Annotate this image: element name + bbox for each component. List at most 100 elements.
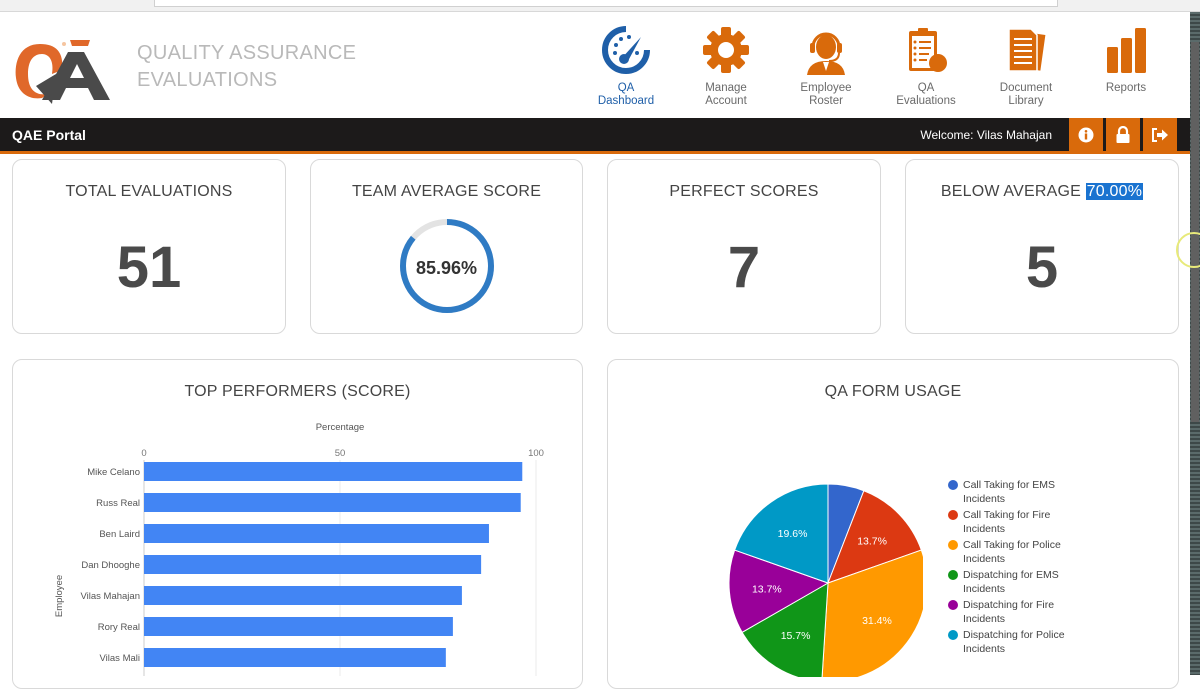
below-average-threshold[interactable]: 70.00% xyxy=(1085,183,1144,200)
nav-qa-evaluations[interactable]: QA Evaluations xyxy=(876,22,976,108)
card-title: TEAM AVERAGE SCORE xyxy=(351,183,542,200)
qa-form-usage-card: QA FORM USAGE 13.7% 31.4% 15.7% 13.7% 19.6% … xyxy=(607,359,1179,689)
pie-slice xyxy=(827,490,922,584)
pie-slice-label: 13.7% xyxy=(752,584,782,596)
nav-reports[interactable]: Reports xyxy=(1076,22,1176,108)
brand-line-2: EVALUATIONS xyxy=(137,69,278,91)
page-scrollbar[interactable] xyxy=(1190,12,1200,675)
stat-value: 51 xyxy=(116,235,182,300)
nav-employee-roster[interactable]: Employee Roster xyxy=(776,22,876,108)
app-header: QUALITY ASSURANCE EVALUATIONS QA Dashboar… xyxy=(0,12,1190,118)
pie-slice xyxy=(728,549,830,634)
nav-label: Manage xyxy=(705,82,747,94)
legend-item[interactable]: Dispatching for Police Incidents xyxy=(948,628,1073,656)
bar xyxy=(144,586,462,605)
y-tick-label: Russ Real xyxy=(96,498,140,509)
bar xyxy=(144,648,446,667)
team-average-score-card: TEAM AVERAGE SCORE 85.96% xyxy=(310,159,583,334)
legend-dot-icon xyxy=(948,480,958,490)
card-title: TOTAL EVALUATIONS xyxy=(65,183,233,200)
legend-dot-icon xyxy=(948,570,958,580)
card-title: QA FORM USAGE xyxy=(824,383,962,400)
nav-manage-account[interactable]: Manage Account xyxy=(676,22,776,108)
nav-label: Library xyxy=(1008,95,1044,107)
bar xyxy=(144,462,523,481)
card-title: BELOW AVERAGE 70.00% xyxy=(906,183,1178,201)
y-tick-label: Vilas Mali xyxy=(100,653,140,664)
legend-label: Dispatching for Fire Incidents xyxy=(963,599,1055,625)
legend-dot-icon xyxy=(948,510,958,520)
legend-label: Call Taking for Police Incidents xyxy=(963,539,1061,565)
bar xyxy=(144,555,482,574)
legend-item[interactable]: Call Taking for Police Incidents xyxy=(948,538,1073,566)
bar xyxy=(144,524,489,543)
mouse-cursor-highlight xyxy=(1176,232,1200,268)
stat-value: 5 xyxy=(1025,235,1059,300)
logout-button[interactable] xyxy=(1143,118,1177,151)
logout-icon xyxy=(1152,127,1168,142)
headset-agent-icon xyxy=(798,22,854,78)
stat-value: 7 xyxy=(727,235,761,300)
brand-line-1: QUALITY ASSURANCE xyxy=(137,42,357,64)
bar xyxy=(144,493,521,512)
nav-qa-dashboard[interactable]: QA Dashboard xyxy=(576,22,676,108)
legend-item[interactable]: Call Taking for EMS Incidents xyxy=(948,478,1073,506)
info-button[interactable] xyxy=(1069,118,1103,151)
nav-label: Roster xyxy=(809,95,843,107)
pie-slice-label: 19.6% xyxy=(778,528,808,540)
legend-item[interactable]: Call Taking for Fire Incidents xyxy=(948,508,1073,536)
x-tick-label: 0 xyxy=(141,448,146,459)
pie-slice xyxy=(741,582,829,677)
score-donut-chart xyxy=(400,219,494,313)
y-tick-label: Ben Laird xyxy=(99,529,140,540)
x-tick-label: 50 xyxy=(335,448,346,459)
pie-slice xyxy=(734,483,829,584)
brand-title: QUALITY ASSURANCE EVALUATIONS xyxy=(137,40,356,94)
legend-label: Call Taking for EMS Incidents xyxy=(963,479,1056,505)
browser-chrome-strip xyxy=(0,0,1200,12)
nav-label: Employee xyxy=(800,82,852,94)
legend-label: Dispatching for Police Incidents xyxy=(963,629,1065,655)
y-axis-title: Employee xyxy=(54,575,65,617)
nav-document-library[interactable]: Document Library xyxy=(976,22,1076,108)
legend-label: Dispatching for EMS Incidents xyxy=(963,569,1059,595)
pie-slice-label: 13.7% xyxy=(857,535,887,547)
legend-dot-icon xyxy=(948,630,958,640)
bar xyxy=(144,617,453,636)
portal-topbar: QAE Portal Welcome: Vilas Mahajan xyxy=(0,118,1190,154)
card-title: TOP PERFORMERS (SCORE) xyxy=(184,383,411,400)
documents-icon xyxy=(998,22,1054,78)
welcome-user: Welcome: Vilas Mahajan xyxy=(920,128,1052,142)
x-tick-label: 100 xyxy=(528,448,544,459)
legend-dot-icon xyxy=(948,540,958,550)
legend-item[interactable]: Dispatching for Fire Incidents xyxy=(948,598,1073,626)
pie-slice-label: 15.7% xyxy=(781,630,811,642)
total-evaluations-card: TOTAL EVALUATIONS 51 xyxy=(12,159,286,334)
nav-label: Reports xyxy=(1105,82,1147,94)
qa-logo[interactable] xyxy=(12,34,126,110)
x-axis-title: Percentage xyxy=(316,422,365,433)
clipboard-checklist-icon xyxy=(898,22,954,78)
y-tick-label: Dan Dhooghe xyxy=(81,560,140,571)
nav-label: QA xyxy=(917,82,935,94)
qa-form-usage-pie-chart: 13.7% 31.4% 15.7% 13.7% 19.6% xyxy=(728,483,923,677)
y-tick-label: Rory Real xyxy=(98,622,140,633)
nav-label: Dashboard xyxy=(597,95,655,107)
legend-item[interactable]: Dispatching for EMS Incidents xyxy=(948,568,1073,596)
speedometer-icon xyxy=(598,22,654,78)
nav-label: Document xyxy=(999,82,1053,94)
card-title-text: BELOW AVERAGE xyxy=(940,183,1081,200)
address-bar[interactable] xyxy=(154,0,1058,7)
bar-chart-icon xyxy=(1098,22,1154,78)
y-tick-label: Mike Celano xyxy=(87,467,140,478)
pie-legend: Call Taking for EMS Incidents Call Taking… xyxy=(948,478,1073,658)
lock-icon xyxy=(1116,125,1130,143)
lock-button[interactable] xyxy=(1106,118,1140,151)
perfect-scores-card: PERFECT SCORES 7 xyxy=(607,159,881,334)
pie-slice xyxy=(821,549,923,677)
top-performers-card: TOP PERFORMERS (SCORE) Percentage 0 50 100 M… xyxy=(12,359,583,689)
gear-icon xyxy=(698,22,754,78)
top-performers-bar-chart: Percentage 0 50 100 Mike Celano Russ Real Ben … xyxy=(54,422,544,676)
pie-slice-label: 31.4% xyxy=(862,615,892,627)
below-average-card: BELOW AVERAGE 70.00% 5 xyxy=(905,159,1179,334)
